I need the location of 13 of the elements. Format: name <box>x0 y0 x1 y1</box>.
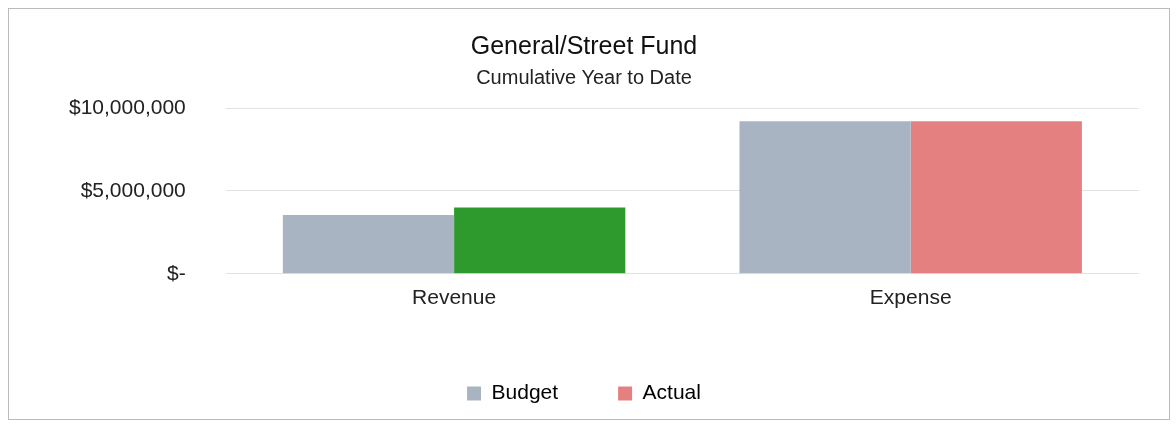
y-tick-label: $10,000,000 <box>68 94 186 118</box>
x-tick-label: Expense <box>869 285 952 309</box>
bar <box>739 121 911 274</box>
chart-subtitle: Cumulative Year to Date <box>476 65 692 88</box>
legend-label: Budget <box>491 380 559 404</box>
bar <box>910 121 1082 274</box>
bar <box>282 214 455 274</box>
bar <box>454 207 626 274</box>
x-tick-label: Revenue <box>412 285 497 309</box>
y-tick-label: $- <box>167 260 186 284</box>
chart-title: General/Street Fund <box>470 30 698 59</box>
legend-label: Actual <box>642 380 701 404</box>
y-tick-label: $5,000,000 <box>80 177 186 201</box>
